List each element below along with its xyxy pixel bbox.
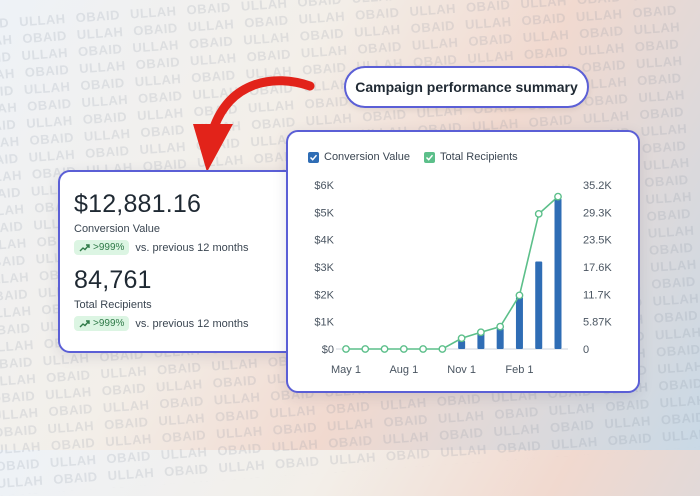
comparison-text: vs. previous 12 months xyxy=(135,317,249,330)
y-right-tick-label: 35.2K xyxy=(583,180,612,192)
total-recipients-label: Total Recipients xyxy=(74,299,152,311)
y-left-tick-label: $0 xyxy=(322,344,334,356)
trend-up-icon xyxy=(79,244,90,252)
x-tick-label: May 1 xyxy=(331,364,361,376)
chart-legend: Conversion Value Total Recipients xyxy=(308,151,518,163)
summary-title-pill: Campaign performance summary xyxy=(344,66,589,108)
point-total-recipients xyxy=(361,345,370,353)
conversion-value-metric: $12,881.16 Conversion Value >999% vs. pr… xyxy=(74,190,249,255)
legend-label: Conversion Value xyxy=(324,151,411,163)
point-total-recipients xyxy=(477,328,485,337)
point-total-recipients xyxy=(515,291,524,300)
legend-item-conversion-value[interactable]: Conversion Value xyxy=(308,151,410,163)
change-badge: >999% xyxy=(74,316,130,331)
total-recipients-metric: 84,761 Total Recipients >999% vs. previo… xyxy=(74,266,249,331)
point-total-recipients xyxy=(399,345,408,353)
y-left-tick-label: $6K xyxy=(314,180,334,192)
y-right-tick-label: 0 xyxy=(583,344,589,356)
combo-chart: $0 $1K $2K $3K $4K $5K $6K 0 5.87K 11.7K 17.6K 23.5… xyxy=(314,180,612,376)
y-right-tick-label: 11.7K xyxy=(583,289,612,301)
point-total-recipients xyxy=(342,345,350,353)
change-badge-text: >999% xyxy=(93,318,125,329)
checkbox-check-icon[interactable] xyxy=(308,151,319,163)
point-total-recipients xyxy=(554,192,562,201)
point-total-recipients xyxy=(380,345,389,353)
point-total-recipients xyxy=(534,209,543,218)
bar-conversion-value xyxy=(477,332,485,349)
y-left-tick-label: $4K xyxy=(314,235,334,247)
bar-conversion-value xyxy=(496,328,504,349)
point-total-recipients xyxy=(438,345,447,353)
y-left-tick-label: $1K xyxy=(314,317,334,329)
line-total-recipients xyxy=(346,196,559,350)
point-total-recipients xyxy=(496,322,505,331)
conversion-value-change: >999% vs. previous 12 months xyxy=(74,240,249,255)
change-badge: >999% xyxy=(74,240,130,255)
point-total-recipients xyxy=(457,334,466,343)
bar-conversion-value xyxy=(458,340,466,349)
legend-item-total-recipients[interactable]: Total Recipients xyxy=(424,151,518,163)
y-left-tick-label: $5K xyxy=(314,207,334,219)
x-tick-label: Feb 1 xyxy=(505,364,533,376)
trend-up-icon xyxy=(79,320,90,328)
bar-conversion-value xyxy=(515,297,523,349)
bar-conversion-value xyxy=(554,198,562,349)
x-tick-label: Nov 1 xyxy=(447,364,476,376)
y-left-tick-label: $2K xyxy=(314,289,334,301)
point-total-recipients xyxy=(419,345,427,353)
conversion-value-label: Conversion Value xyxy=(74,223,161,235)
total-recipients-amount: 84,761 xyxy=(74,266,152,294)
y-right-tick-label: 17.6K xyxy=(583,262,612,274)
comparison-text: vs. previous 12 months xyxy=(135,241,249,254)
y-right-tick-label: 5.87K xyxy=(583,317,612,329)
curved-arrow-icon xyxy=(193,76,315,172)
metrics-card: $12,881.16 Conversion Value >999% vs. pr… xyxy=(58,170,304,353)
change-badge-text: >999% xyxy=(93,242,125,253)
total-recipients-change: >999% vs. previous 12 months xyxy=(74,316,249,331)
checkbox-check-icon[interactable] xyxy=(424,151,436,163)
bar-conversion-value xyxy=(535,261,543,349)
conversion-value-amount: $12,881.16 xyxy=(74,190,202,218)
y-right-tick-label: 29.3K xyxy=(583,207,612,219)
legend-label: Total Recipients xyxy=(440,151,518,163)
x-tick-label: Aug 1 xyxy=(389,364,418,376)
y-right-tick-label: 23.5K xyxy=(583,235,612,247)
chart-card: Conversion Value Total Recipients $0 $1K $… xyxy=(286,130,640,393)
y-left-tick-label: $3K xyxy=(314,262,334,274)
